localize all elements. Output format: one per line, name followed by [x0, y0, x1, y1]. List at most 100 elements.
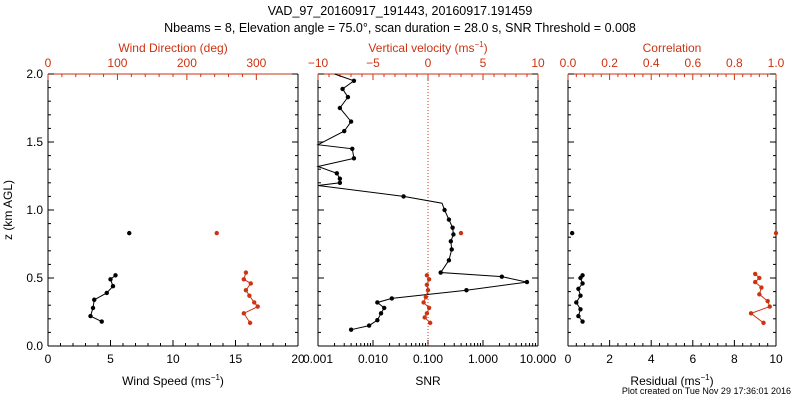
x-top-tick-label: 0.4 [643, 56, 660, 70]
data-point [348, 327, 354, 332]
series-line-red [243, 272, 259, 324]
data-point [334, 171, 340, 176]
x-top-tick-label: 300 [246, 56, 266, 70]
x-bottom-tick-label: 0 [45, 352, 52, 366]
x-top-tick-label: 0 [425, 56, 432, 70]
data-point [90, 305, 96, 311]
x-top-axis-label: Correlation [643, 41, 702, 55]
data-point [425, 288, 431, 293]
isolated-data-point [569, 230, 575, 236]
data-point [748, 311, 754, 316]
x-top-tick-label: 100 [107, 56, 127, 70]
data-point [88, 313, 93, 319]
panel-3: 0 2 4 6 8 10 Residual (ms−1) 0.0 0.2 0.4 0.6 0.8 1.0… [560, 41, 785, 388]
figure-title: VAD_97_20160917_191443, 20160917.191459 [268, 4, 533, 18]
data-point [248, 281, 253, 286]
y-tick-label: 1.5 [26, 135, 43, 149]
y-tick-label: 1.0 [26, 203, 43, 217]
data-point [499, 274, 505, 279]
x-bottom-tick-label: 20 [291, 352, 305, 366]
data-point [345, 94, 351, 100]
series-line-red [423, 275, 431, 324]
x-top-axis-label: Wind Direction (deg) [118, 41, 227, 55]
data-point [337, 176, 343, 181]
panel-1: 0.0 0.5 1.0 1.5 2.0 z (km AGL) 0 5 10 15 20 Wind Sp… [1, 41, 305, 388]
x-top-tick-label: 0.8 [726, 56, 743, 70]
data-point [337, 105, 343, 111]
data-point [99, 319, 104, 324]
data-point [424, 282, 430, 287]
data-point [340, 86, 345, 92]
data-point [442, 207, 447, 213]
data-point [580, 319, 585, 324]
x-bottom-tick-label: 0.010 [358, 352, 388, 366]
data-point [389, 296, 395, 301]
x-top-tick-label: 0.6 [684, 56, 701, 70]
y-tick-label: 2.0 [26, 67, 43, 81]
data-point [524, 279, 530, 285]
data-point [255, 304, 260, 309]
isolated-data-point [214, 230, 219, 236]
x-bottom-tick-label: 10.000 [520, 352, 557, 366]
x-bottom-tick-label: 4 [648, 352, 655, 366]
data-point [757, 292, 762, 297]
data-point [252, 300, 257, 305]
data-point [241, 311, 247, 316]
data-point [108, 277, 113, 282]
x-top-tick-label: 10 [531, 56, 545, 70]
x-bottom-tick-label: 0.100 [413, 352, 443, 366]
data-point [765, 298, 770, 304]
data-point [375, 300, 380, 305]
data-point [375, 317, 380, 323]
data-point [104, 290, 109, 296]
data-point [401, 194, 406, 199]
data-point [351, 78, 357, 84]
figure-subtitle: Nbeams = 8, Elevation angle = 75.0°, sca… [164, 21, 636, 35]
x-top-tick-label: 200 [177, 56, 197, 70]
x-bottom-tick-label: 8 [731, 352, 738, 366]
data-point [424, 311, 430, 316]
x-top-axis-label: Vertical velocity (ms−1) [368, 40, 487, 55]
y-axis-label: z (km AGL) [1, 180, 15, 240]
data-point [426, 305, 432, 311]
data-point [759, 285, 764, 290]
panel-2: 0.001 0.010 0.100 1.000 10.000 SNR −10 −5 0 5 10 Ve… [303, 40, 557, 388]
data-point [241, 277, 247, 282]
x-bottom-axis-label: Residual (ms−1) [630, 373, 713, 388]
x-bottom-tick-label: 0 [565, 352, 572, 366]
data-point [464, 288, 469, 293]
data-point [578, 293, 583, 298]
data-point [448, 239, 454, 244]
data-point [574, 300, 579, 305]
data-point [247, 320, 253, 326]
footer-timestamp: Plot created on Tue Nov 29 17:36:01 2016 [622, 386, 791, 396]
data-point [580, 273, 585, 278]
data-point [578, 307, 583, 312]
x-top-tick-label: 0.0 [560, 56, 577, 70]
data-point [110, 283, 116, 289]
data-point [428, 320, 433, 326]
data-point [350, 146, 355, 151]
x-top-tick-label: 5 [480, 56, 487, 70]
data-point [580, 281, 585, 286]
x-bottom-tick-label: 1.000 [468, 352, 498, 366]
data-point [446, 258, 452, 263]
x-top-tick-label: −5 [366, 56, 380, 70]
data-point [426, 277, 432, 282]
x-bottom-tick-label: 2 [606, 352, 613, 366]
data-point [421, 300, 426, 305]
data-point [438, 270, 443, 275]
data-point [753, 271, 758, 277]
data-point [243, 270, 249, 275]
x-bottom-axis-label: Wind Speed (ms−1) [122, 373, 224, 388]
y-tick-label: 0.0 [26, 339, 43, 353]
data-point [337, 180, 343, 185]
data-point [351, 156, 357, 161]
x-bottom-tick-label: 15 [229, 352, 243, 366]
data-point [92, 297, 97, 302]
x-top-tick-label: 0.2 [601, 56, 618, 70]
series-line-black [316, 73, 528, 331]
data-point [757, 275, 762, 281]
